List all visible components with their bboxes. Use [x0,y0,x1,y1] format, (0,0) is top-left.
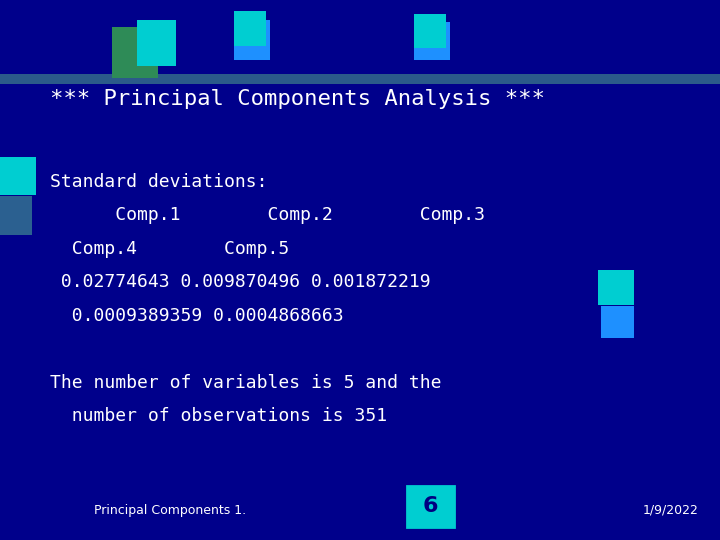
Text: *** Principal Components Analysis ***: *** Principal Components Analysis *** [50,89,545,109]
Bar [414,14,446,48]
Text: Standard deviations:: Standard deviations: [50,173,268,191]
Text: Comp.1        Comp.2        Comp.3: Comp.1 Comp.2 Comp.3 [50,206,485,224]
Text: The number of variables is 5 and the: The number of variables is 5 and the [50,374,442,391]
Bar [407,486,454,526]
Text: Comp.4        Comp.5: Comp.4 Comp.5 [50,240,289,258]
Text: 0.02774643 0.009870496 0.001872219: 0.02774643 0.009870496 0.001872219 [50,273,431,291]
Text: number of observations is 351: number of observations is 351 [50,407,387,425]
Text: 1/9/2022: 1/9/2022 [642,504,698,517]
Bar [414,22,450,60]
Bar [598,270,634,305]
Text: Principal Components 1.: Principal Components 1. [94,504,246,517]
Bar [0,74,720,84]
Bar [601,306,634,338]
Text: 6: 6 [423,496,438,516]
Bar [0,157,36,195]
Bar [0,196,32,235]
Bar [234,20,270,60]
Bar [234,11,266,46]
Bar [112,27,158,78]
Bar [137,20,176,66]
Text: 0.0009389359 0.0004868663: 0.0009389359 0.0004868663 [50,307,344,325]
